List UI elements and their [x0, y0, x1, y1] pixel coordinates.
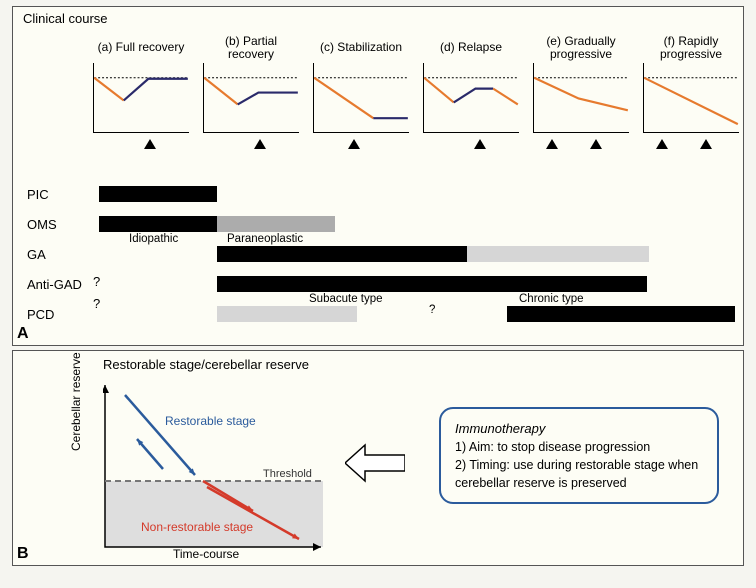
- bar-segment: [99, 216, 217, 232]
- callout-line3: cerebellar reserve is preserved: [455, 476, 703, 490]
- triangle-icon: [144, 139, 156, 149]
- callout-arrow: [345, 443, 405, 483]
- triangle-marker: [203, 133, 299, 149]
- mini-chart-label: (a) Full recovery: [93, 33, 189, 63]
- bar-track: [99, 246, 731, 262]
- mini-chart-plot: [643, 63, 739, 133]
- mini-chart-f: (f) Rapidly progressive: [643, 33, 739, 149]
- mini-chart-b: (b) Partial recovery: [203, 33, 299, 149]
- panel-b-chart: Restorable stage Non-restorable stage Thre…: [103, 381, 323, 551]
- mini-chart-d: (d) Relapse: [423, 33, 519, 149]
- mini-chart-label: (b) Partial recovery: [203, 33, 299, 63]
- bar-label: OMS: [27, 217, 99, 232]
- bar-track: [99, 186, 731, 202]
- panel-b-title: Restorable stage/cerebellar reserve: [103, 357, 309, 372]
- mini-chart-plot: [533, 63, 629, 133]
- bar-question: ?: [93, 274, 100, 289]
- bar-row: PCD?: [27, 303, 731, 325]
- y-axis-label: Cerebellar reserve: [69, 352, 83, 451]
- bar-segment: [217, 216, 335, 232]
- triangle-marker: [93, 133, 189, 149]
- triangle-marker: [423, 133, 519, 149]
- mini-chart-plot: [203, 63, 299, 133]
- triangle-icon: [656, 139, 668, 149]
- panel-b: Restorable stage/cerebellar reserve Cere…: [12, 350, 744, 566]
- panel-a-label: A: [17, 325, 29, 343]
- bar-note: ?: [429, 304, 435, 316]
- triangle-icon: [254, 139, 266, 149]
- bars-area: PICOMSIdiopathicParaneoplasticGAAnti-GAD…: [27, 183, 731, 333]
- bar-track: ?: [99, 306, 731, 322]
- bar-segment: [467, 246, 649, 262]
- callout-line2: 2) Timing: use during restorable stage w…: [455, 458, 703, 472]
- bar-segment: [217, 276, 507, 292]
- mini-chart-label: (d) Relapse: [423, 33, 519, 63]
- bar-track: ??Subacute typeChronic type: [99, 276, 731, 292]
- panel-a-title: Clinical course: [23, 11, 108, 26]
- triangle-icon: [590, 139, 602, 149]
- triangle-icon: [348, 139, 360, 149]
- triangle-icon: [546, 139, 558, 149]
- bar-row: Anti-GAD??Subacute typeChronic type: [27, 273, 731, 295]
- triangle-marker: [313, 133, 409, 149]
- callout-line1: 1) Aim: to stop disease progression: [455, 440, 703, 454]
- mini-chart-plot: [313, 63, 409, 133]
- svg-text:Non-restorable stage: Non-restorable stage: [141, 520, 253, 534]
- bar-segment: [217, 246, 467, 262]
- bar-row: OMSIdiopathicParaneoplastic: [27, 213, 731, 235]
- panel-a: Clinical course (a) Full recovery (b) Par…: [12, 6, 744, 346]
- bar-segment: [99, 186, 217, 202]
- mini-chart-a: (a) Full recovery: [93, 33, 189, 149]
- bar-row: PIC: [27, 183, 731, 205]
- mini-chart-label: (e) Gradually progressive: [533, 33, 629, 63]
- bar-label: GA: [27, 247, 99, 262]
- mini-chart-plot: [423, 63, 519, 133]
- mini-charts-row: (a) Full recovery (b) Partial recovery (c)…: [93, 33, 731, 149]
- svg-text:Restorable stage: Restorable stage: [165, 414, 256, 428]
- callout-heading: Immunotherapy: [455, 421, 703, 436]
- bar-track: IdiopathicParaneoplastic: [99, 216, 731, 232]
- bar-label: Anti-GAD: [27, 277, 99, 292]
- svg-text:Threshold: Threshold: [263, 468, 312, 480]
- bar-segment: [507, 306, 735, 322]
- bar-segment: [507, 276, 647, 292]
- mini-chart-label: (f) Rapidly progressive: [643, 33, 739, 63]
- mini-chart-plot: [93, 63, 189, 133]
- mini-chart-e: (e) Gradually progressive: [533, 33, 629, 149]
- bar-segment: [217, 306, 357, 322]
- bar-row: GA: [27, 243, 731, 265]
- bar-label: PIC: [27, 187, 99, 202]
- mini-chart-c: (c) Stabilization: [313, 33, 409, 149]
- triangle-icon: [700, 139, 712, 149]
- panel-b-label: B: [17, 545, 29, 563]
- triangle-marker: [533, 133, 629, 149]
- bar-label: PCD: [27, 307, 99, 322]
- x-axis-label: Time-course: [173, 547, 239, 561]
- triangle-marker: [643, 133, 739, 149]
- mini-chart-label: (c) Stabilization: [313, 33, 409, 63]
- triangle-icon: [474, 139, 486, 149]
- callout-box: Immunotherapy 1) Aim: to stop disease pr…: [439, 407, 719, 504]
